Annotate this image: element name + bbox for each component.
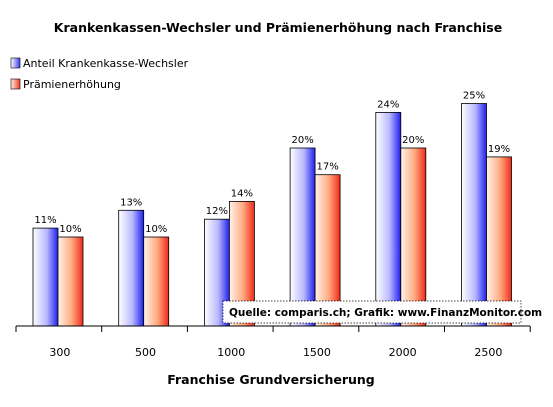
data-label-series-2-1000: 14% [231, 188, 253, 199]
bar-series-1-1500 [289, 147, 316, 327]
bar-series-2-2000 [400, 147, 427, 327]
data-label-series-2-1500: 17% [316, 162, 338, 173]
bars-group [32, 103, 512, 327]
data-label-series-1-500: 13% [120, 197, 142, 208]
source-text: Quelle: comparis.ch; Grafik: www.FinanzM… [229, 307, 542, 319]
x-tick-label-2000: 2000 [389, 346, 417, 359]
bar-series-1-2000 [375, 112, 402, 327]
data-label-series-2-300: 10% [59, 224, 81, 235]
x-tick-label-1500: 1500 [303, 346, 331, 359]
bar-series-2-2500 [486, 156, 512, 327]
bar-series-1-300 [32, 227, 59, 327]
data-label-series-2-2500: 19% [488, 144, 510, 155]
bar-series-2-300 [57, 236, 84, 327]
legend-swatch-series-2 [10, 78, 21, 90]
x-tick-label-300: 300 [49, 346, 70, 359]
bar-series-1-2500 [461, 103, 487, 327]
data-label-series-1-300: 11% [34, 215, 56, 226]
x-tick-labels: 300 500 1000 1500 2000 2500 [49, 346, 502, 359]
data-label-series-1-2000: 24% [377, 99, 399, 110]
source-box [222, 300, 522, 324]
data-label-series-2-2000: 20% [402, 135, 424, 146]
x-axis-label: Franchise Grundversicherung [167, 372, 374, 387]
data-label-series-1-1500: 20% [291, 135, 313, 146]
bar-series-1-500 [118, 209, 145, 327]
legend: Anteil Krankenkasse-Wechsler Prämienerhö… [10, 57, 189, 91]
data-labels-group: 11%10%13%10%12%14%20%17%24%20%25%19% [34, 91, 510, 236]
x-tick-label-500: 500 [135, 346, 156, 359]
legend-label-series-1: Anteil Krankenkasse-Wechsler [23, 57, 189, 70]
bar-series-2-500 [143, 236, 170, 327]
x-tick-label-2500: 2500 [474, 346, 502, 359]
legend-label-series-2: Prämienerhöhung [23, 78, 121, 91]
chart-title: Krankenkassen-Wechsler und Prämienerhöhu… [54, 20, 502, 35]
data-label-series-1-2500: 25% [463, 91, 485, 102]
x-tick-label-1000: 1000 [217, 346, 245, 359]
data-label-series-2-500: 10% [145, 224, 167, 235]
x-tick-marks [15, 326, 531, 332]
data-label-series-1-1000: 12% [206, 206, 228, 217]
legend-swatch-series-1 [10, 57, 21, 69]
source-annotation: Quelle: comparis.ch; Grafik: www.FinanzM… [222, 300, 542, 324]
